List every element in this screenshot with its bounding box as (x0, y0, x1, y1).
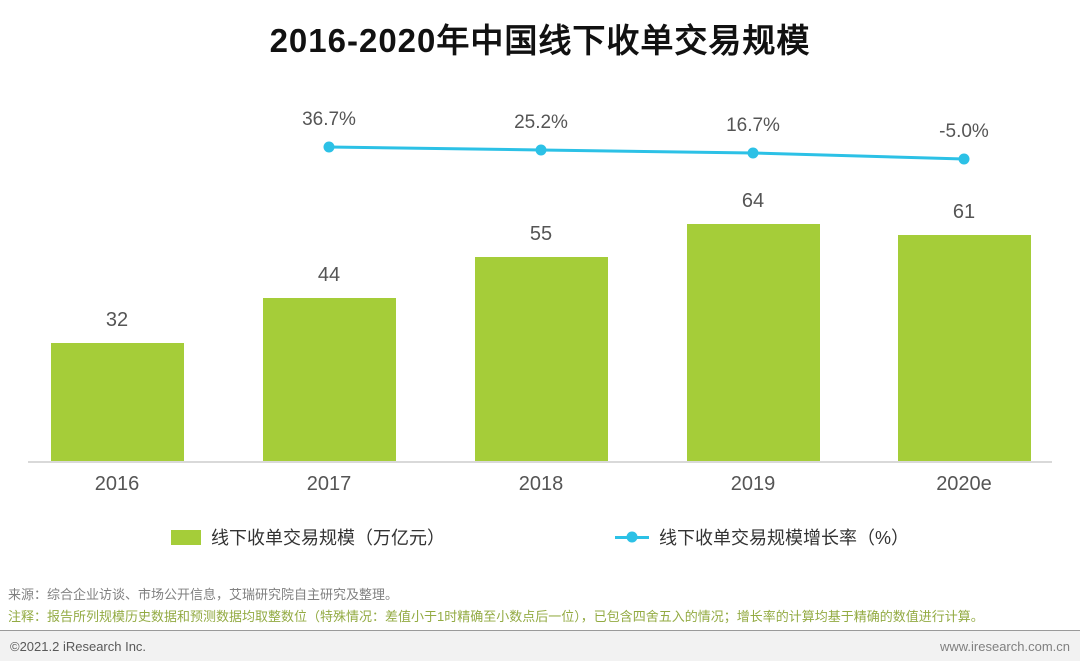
line-legend-label: 线下收单交易规模增长率（%） (658, 528, 909, 548)
footer: ©2021.2 iResearch Inc. www.iresearch.com… (0, 630, 1080, 661)
x-axis-label-2020e: 2020e (936, 473, 992, 495)
x-axis-label-2016: 2016 (94, 473, 140, 495)
bar-2019 (686, 224, 820, 461)
growth-rate-label: 36.7% (302, 109, 356, 130)
growth-rate-label: -5.0% (939, 121, 989, 142)
bar-value-label-2018: 55 (529, 223, 553, 245)
line-legend-swatch (614, 531, 649, 543)
footer-copyright: ©2021.2 iResearch Inc. (10, 638, 147, 654)
bar-value-label-2019: 64 (741, 190, 765, 212)
footer-website: www.iresearch.com.cn (939, 638, 1070, 654)
bar-2017 (262, 298, 396, 461)
source-text: 来源：综合企业访谈、市场公开信息，艾瑞研究院自主研究及整理。 (8, 587, 399, 602)
growth-point (535, 144, 547, 156)
x-axis-label-2019: 2019 (730, 473, 776, 495)
x-axis-label-2017: 2017 (306, 473, 352, 495)
growth-point (747, 147, 759, 159)
legend: 线下收单交易规模（万亿元） 线下收单交易规模增长率（%） (0, 524, 1080, 550)
chart-title: 2016-2020年中国线下收单交易规模 (269, 22, 811, 59)
legend-item-line: 线下收单交易规模增长率（%） (614, 524, 909, 550)
note-text: 注释：报告所列规模历史数据和预测数据均取整数位（特殊情况：差值小于1时精确至小数… (8, 609, 984, 624)
x-axis-label-2018: 2018 (518, 473, 564, 495)
growth-point (323, 141, 335, 153)
bar-legend-label: 线下收单交易规模（万亿元） (210, 528, 445, 548)
bar-2020e (897, 235, 1031, 461)
bar-value-label-2020e: 61 (952, 201, 976, 223)
bar-2016 (50, 343, 184, 461)
growth-rate-label: 16.7% (726, 115, 780, 136)
bar-value-label-2017: 44 (317, 264, 341, 286)
x-axis-line (28, 461, 1052, 463)
legend-item-bars: 线下收单交易规模（万亿元） (170, 524, 445, 550)
line-legend-dot (626, 531, 638, 543)
growth-rate-label: 25.2% (514, 112, 568, 133)
growth-point (958, 153, 970, 165)
bar-value-label-2016: 32 (105, 309, 129, 331)
bar-2018 (474, 257, 608, 461)
bar-legend-swatch (170, 529, 201, 545)
